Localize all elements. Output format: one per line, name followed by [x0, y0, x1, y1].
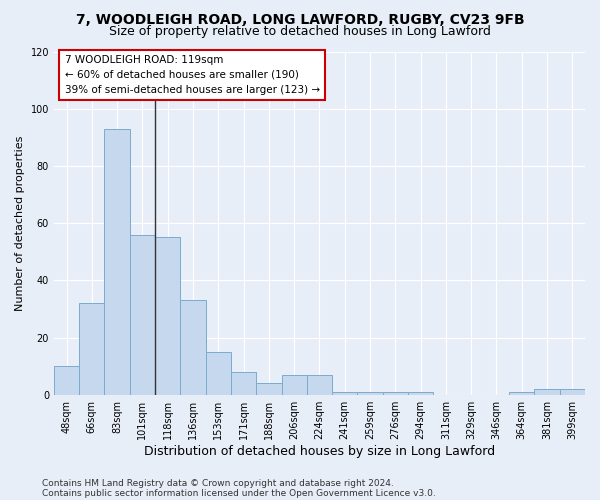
Bar — [358, 392, 383, 394]
Text: Contains public sector information licensed under the Open Government Licence v3: Contains public sector information licen… — [42, 488, 436, 498]
Bar — [231, 372, 256, 394]
Bar — [79, 303, 104, 394]
Bar — [155, 238, 181, 394]
Y-axis label: Number of detached properties: Number of detached properties — [15, 136, 25, 311]
Bar — [181, 300, 206, 394]
Text: 7, WOODLEIGH ROAD, LONG LAWFORD, RUGBY, CV23 9FB: 7, WOODLEIGH ROAD, LONG LAWFORD, RUGBY, … — [76, 12, 524, 26]
Bar — [54, 366, 79, 394]
Bar — [408, 392, 433, 394]
Text: Contains HM Land Registry data © Crown copyright and database right 2024.: Contains HM Land Registry data © Crown c… — [42, 478, 394, 488]
Bar — [256, 384, 281, 394]
Bar — [332, 392, 358, 394]
Bar — [383, 392, 408, 394]
Bar — [206, 352, 231, 395]
Bar — [130, 234, 155, 394]
Bar — [104, 128, 130, 394]
Text: Size of property relative to detached houses in Long Lawford: Size of property relative to detached ho… — [109, 25, 491, 38]
Text: 7 WOODLEIGH ROAD: 119sqm
← 60% of detached houses are smaller (190)
39% of semi-: 7 WOODLEIGH ROAD: 119sqm ← 60% of detach… — [65, 55, 320, 94]
X-axis label: Distribution of detached houses by size in Long Lawford: Distribution of detached houses by size … — [144, 444, 495, 458]
Bar — [509, 392, 535, 394]
Bar — [281, 374, 307, 394]
Bar — [560, 389, 585, 394]
Bar — [307, 374, 332, 394]
Bar — [535, 389, 560, 394]
